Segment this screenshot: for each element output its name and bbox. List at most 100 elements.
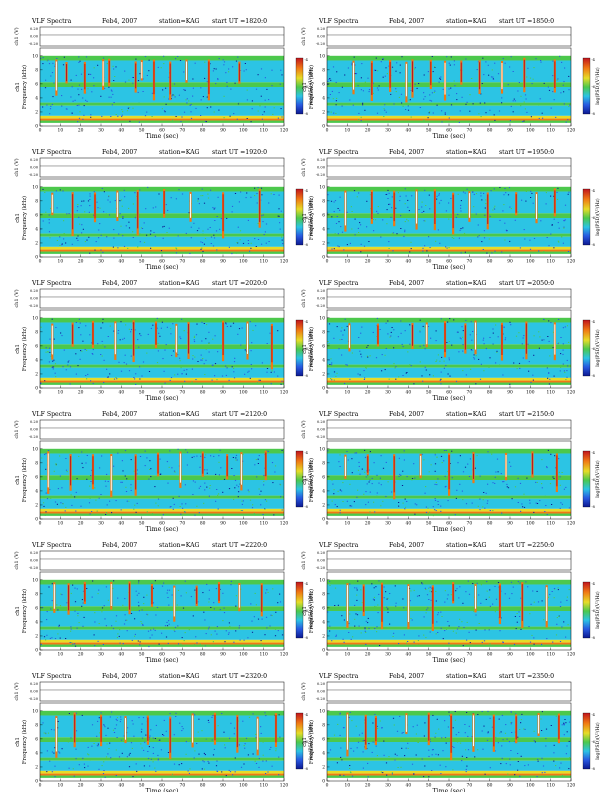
noise-dot (261, 618, 263, 620)
noise-dot (529, 613, 531, 615)
noise-dot (205, 739, 207, 741)
noise-dot (566, 731, 568, 733)
time-tick-label: 60 (446, 129, 452, 134)
spectrogram-band (327, 382, 571, 385)
noise-dot (434, 453, 436, 454)
noise-dot (246, 192, 248, 194)
noise-dot (204, 120, 207, 122)
noise-dot (93, 214, 95, 216)
noise-dot (277, 375, 279, 377)
noise-dot (225, 630, 227, 632)
noise-dot (210, 243, 212, 244)
noise-dot (429, 208, 431, 210)
amplitude-tick-label: 0.20 (30, 551, 39, 555)
noise-dot (187, 770, 189, 772)
noise-dot (444, 601, 446, 603)
noise-dot (198, 487, 200, 489)
noise-dot (215, 588, 217, 590)
noise-dot (169, 713, 171, 714)
noise-dot (506, 486, 508, 488)
noise-dot (53, 82, 55, 84)
noise-dot (501, 714, 503, 716)
spectrogram-band (40, 495, 284, 499)
noise-dot (279, 83, 281, 85)
noise-dot (98, 497, 100, 499)
noise-dot (183, 71, 185, 73)
noise-dot (152, 752, 154, 754)
noise-dot (490, 215, 492, 216)
spectrogram-band (327, 322, 571, 345)
noise-dot (62, 366, 64, 368)
noise-dot (411, 195, 413, 197)
noise-dot (334, 587, 337, 589)
event-core (55, 718, 57, 752)
noise-dot (558, 458, 560, 460)
noise-dot (342, 638, 344, 640)
freq-tick-label: 2 (322, 504, 325, 509)
noise-dot (407, 742, 409, 744)
noise-dot (158, 332, 160, 334)
noise-dot (427, 513, 430, 515)
noise-dot (175, 712, 177, 714)
time-tick-label: 50 (426, 522, 432, 527)
noise-dot (510, 723, 512, 725)
noise-dot (462, 471, 465, 473)
noise-dot (553, 99, 555, 101)
noise-dot (65, 458, 67, 459)
time-tick-label: 40 (119, 784, 125, 789)
noise-dot (333, 379, 335, 381)
noise-dot (118, 361, 120, 363)
spectrogram-band (40, 120, 284, 123)
noise-dot (124, 196, 126, 198)
noise-dot (377, 89, 379, 91)
event-core (464, 325, 466, 350)
noise-dot (423, 776, 425, 778)
noise-dot (338, 348, 340, 350)
noise-dot (43, 636, 46, 638)
noise-dot (396, 233, 398, 235)
time-tick-label: 100 (526, 522, 535, 527)
noise-dot (178, 94, 180, 96)
noise-dot (102, 322, 104, 324)
noise-dot (397, 192, 399, 194)
noise-dot (117, 452, 119, 454)
noise-dot (172, 508, 174, 510)
noise-dot (43, 502, 45, 504)
time-tick-label: 10 (345, 522, 351, 527)
noise-dot (518, 611, 520, 613)
noise-dot (211, 716, 213, 718)
noise-dot (181, 116, 183, 118)
noise-dot (259, 493, 261, 495)
noise-dot (71, 103, 73, 105)
noise-dot (375, 69, 377, 71)
noise-dot (200, 87, 202, 89)
noise-dot (428, 471, 430, 473)
spectrogram-panel: VLF Spectra Feb4, 2007 station=KAG start UT… (13, 280, 314, 402)
noise-dot (258, 379, 260, 381)
panel-station: station=KAG (159, 18, 200, 25)
noise-dot (566, 56, 568, 58)
event-core (190, 193, 192, 218)
noise-dot (563, 734, 565, 736)
noise-dot (71, 504, 73, 506)
noise-dot (116, 719, 118, 721)
noise-dot (46, 750, 48, 752)
noise-dot (484, 629, 486, 631)
noise-dot (333, 371, 336, 373)
noise-dot (441, 110, 443, 112)
noise-dot (179, 360, 181, 362)
noise-dot (137, 640, 139, 642)
freq-tick-label: 10 (32, 185, 38, 190)
noise-dot (380, 771, 382, 773)
noise-dot (530, 116, 532, 118)
noise-dot (351, 352, 353, 354)
noise-dot (511, 732, 513, 733)
noise-dot (504, 188, 506, 189)
noise-dot (467, 463, 469, 465)
noise-dot (359, 374, 361, 376)
noise-dot (52, 368, 54, 370)
noise-dot (434, 463, 437, 465)
noise-dot (81, 232, 83, 234)
noise-dot (260, 640, 262, 642)
noise-dot (350, 638, 352, 640)
